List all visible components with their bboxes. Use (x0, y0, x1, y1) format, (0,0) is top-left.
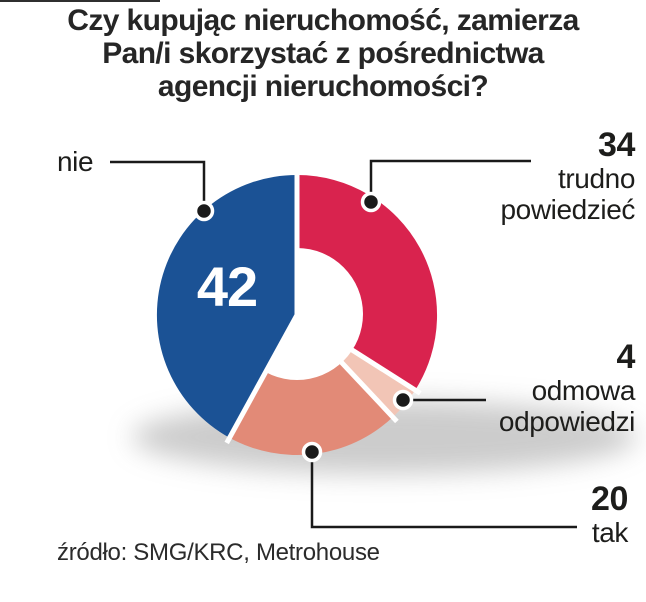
dot-nie (193, 200, 215, 222)
slice-nie (156, 174, 297, 438)
dot-tak (301, 441, 323, 463)
source-credit: źródło: SMG/KRC, Metrohouse (57, 539, 380, 566)
slice-value-odmowa: 4 (616, 338, 635, 376)
slice-label-odmowa-1: odmowa (531, 375, 636, 406)
slice-label-odmowa-2: odpowiedzi (498, 406, 636, 437)
slice-label-trudno-2: powiedzieć (500, 194, 635, 225)
leader-lines (110, 159, 577, 529)
callout-trudno-powiedziec: 34 trudno powiedzieć (500, 127, 635, 225)
slice-label-trudno-1: trudno (558, 163, 635, 194)
title-line-2: Pan/i skorzystać z pośrednictwa (102, 37, 544, 70)
slice-separators (224, 169, 422, 445)
top-rule (0, 0, 160, 2)
slice-value-tak: 20 (590, 480, 628, 518)
leader-nie (110, 160, 206, 211)
callout-nie: nie (57, 146, 94, 177)
dot-odmowa (392, 389, 414, 411)
slice-value-nie: 42 (196, 255, 258, 318)
slice-label-nie: nie (57, 146, 94, 177)
title-line-3: agencji nieruchomości? (157, 70, 489, 103)
callout-odmowa-odpowiedzi: 4 odmowa odpowiedzi (498, 338, 636, 437)
callout-tak: 20 tak (591, 481, 628, 548)
slice-label-tak: tak (591, 517, 629, 548)
slice-tak (229, 315, 393, 456)
slice-value-trudno: 34 (597, 126, 635, 164)
chart-title: Czy kupując nieruchomość, zamierza Pan/i… (0, 4, 646, 103)
dot-trudno (360, 191, 382, 213)
leader-trudno (369, 159, 531, 202)
leader-tak (310, 452, 577, 529)
title-line-1: Czy kupując nieruchomość, zamierza (67, 4, 579, 37)
callout-dots (193, 191, 414, 463)
